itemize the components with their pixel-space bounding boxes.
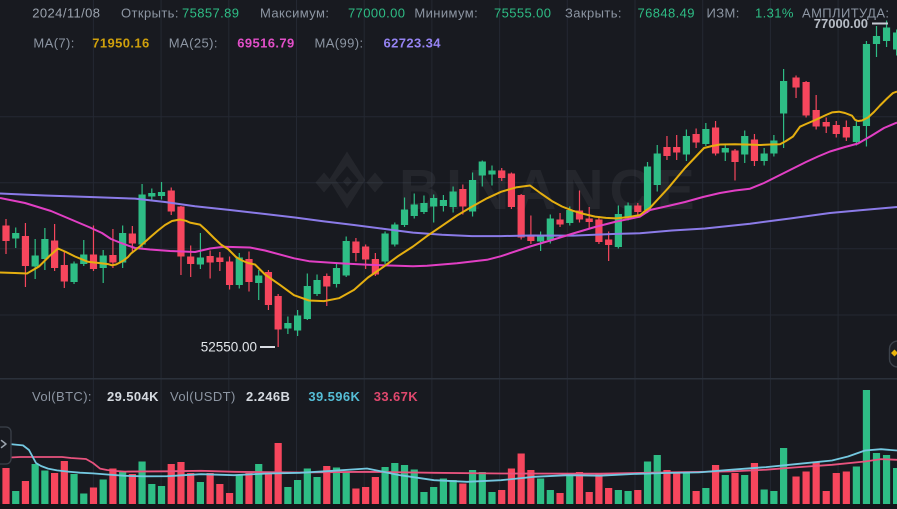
svg-text:Закрыть:: Закрыть: xyxy=(565,6,622,21)
svg-text:АМПЛИТУДА:: АМПЛИТУДА: xyxy=(802,6,889,21)
svg-text:69516.79: 69516.79 xyxy=(237,36,294,51)
svg-text:62723.34: 62723.34 xyxy=(384,36,442,51)
svg-text:1.31%: 1.31% xyxy=(755,6,794,21)
svg-text:2.246B: 2.246B xyxy=(246,389,290,404)
svg-text:MA(25):: MA(25): xyxy=(169,36,218,51)
svg-text:33.67K: 33.67K xyxy=(374,389,419,404)
svg-text:75555.00: 75555.00 xyxy=(494,6,551,21)
svg-text:29.504K: 29.504K xyxy=(107,389,159,404)
svg-text:52550.00: 52550.00 xyxy=(201,340,257,355)
svg-text:Vol(USDT): Vol(USDT) xyxy=(170,389,236,404)
svg-text:Минимум:: Минимум: xyxy=(414,6,478,21)
svg-text:Vol(BTC):: Vol(BTC): xyxy=(32,389,92,404)
svg-text:71950.16: 71950.16 xyxy=(92,36,149,51)
svg-text:Открыть:: Открыть: xyxy=(121,6,179,21)
svg-text:77000.00: 77000.00 xyxy=(814,16,868,31)
svg-text:2024/11/08: 2024/11/08 xyxy=(32,6,100,21)
svg-text:MA(7):: MA(7): xyxy=(33,36,74,51)
svg-text:77000.00: 77000.00 xyxy=(348,6,405,21)
svg-text:39.596K: 39.596K xyxy=(308,389,360,404)
svg-text:Максимум:: Максимум: xyxy=(260,6,329,21)
svg-text:75857.89: 75857.89 xyxy=(182,6,239,21)
svg-text:ИЗМ:: ИЗМ: xyxy=(707,6,740,21)
svg-text:76848.49: 76848.49 xyxy=(638,6,695,21)
svg-text:MA(99):: MA(99): xyxy=(315,36,364,51)
